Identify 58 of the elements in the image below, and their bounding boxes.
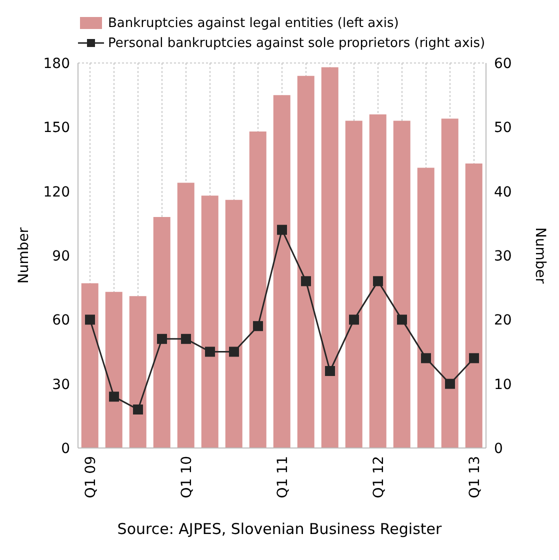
x-tick-label: Q1 13 — [466, 456, 483, 498]
y2-tick-label: 0 — [494, 440, 503, 457]
bar — [153, 217, 170, 448]
y-tick-label: 120 — [43, 184, 70, 200]
bar — [417, 168, 434, 448]
point — [373, 276, 383, 286]
point — [85, 314, 95, 325]
point — [397, 314, 407, 325]
y2-tick-label: 40 — [494, 184, 512, 200]
y2-axis-title: Number — [532, 227, 548, 284]
bar — [393, 120, 410, 448]
point — [133, 404, 143, 414]
bar — [465, 164, 482, 448]
point — [421, 353, 431, 364]
x-tick-label: Q1 10 — [178, 456, 195, 498]
bar — [273, 95, 290, 448]
bar — [249, 131, 266, 448]
point — [277, 224, 287, 235]
y-tick-label: 150 — [43, 120, 70, 136]
y-tick-label: 180 — [43, 56, 70, 72]
bar — [105, 292, 122, 448]
legend-label: Personal bankruptcies against sole proprietors (right axis) — [108, 36, 486, 50]
point — [469, 353, 479, 364]
bar — [81, 283, 98, 448]
point — [301, 276, 311, 286]
y2-tick-label: 10 — [494, 376, 512, 393]
point — [157, 334, 167, 344]
x-tick-label: Q1 12 — [370, 456, 387, 498]
bar — [129, 296, 146, 448]
point — [445, 378, 455, 389]
bar — [345, 120, 362, 448]
y2-tick-label: 60 — [494, 56, 512, 72]
point — [205, 346, 215, 357]
point — [325, 366, 335, 376]
x-tick-label: Q1 11 — [274, 456, 291, 498]
bar — [369, 114, 386, 448]
y-tick-label: 0 — [61, 440, 70, 457]
bar — [297, 76, 314, 448]
point — [229, 346, 239, 357]
y-axis-title: Number — [16, 227, 32, 284]
bar — [225, 200, 242, 448]
bar — [321, 67, 338, 448]
point — [349, 314, 359, 325]
source-note: Source: AJPES, Slovenian Business Register — [116, 520, 443, 538]
bar — [201, 196, 218, 448]
point — [109, 392, 119, 402]
y-tick-label: 90 — [52, 248, 70, 264]
point — [181, 334, 191, 344]
legend-label: Bankruptcies against legal entities (left axis) — [108, 16, 399, 30]
point — [253, 321, 263, 332]
y2-tick-label: 20 — [494, 312, 512, 329]
y2-tick-label: 30 — [494, 248, 512, 264]
y2-tick-label: 50 — [494, 120, 512, 136]
y-tick-label: 60 — [52, 312, 70, 329]
bar — [441, 118, 458, 448]
y-tick-label: 30 — [52, 376, 70, 393]
bar — [177, 182, 194, 448]
x-tick-label: Q1 09 — [82, 456, 99, 498]
